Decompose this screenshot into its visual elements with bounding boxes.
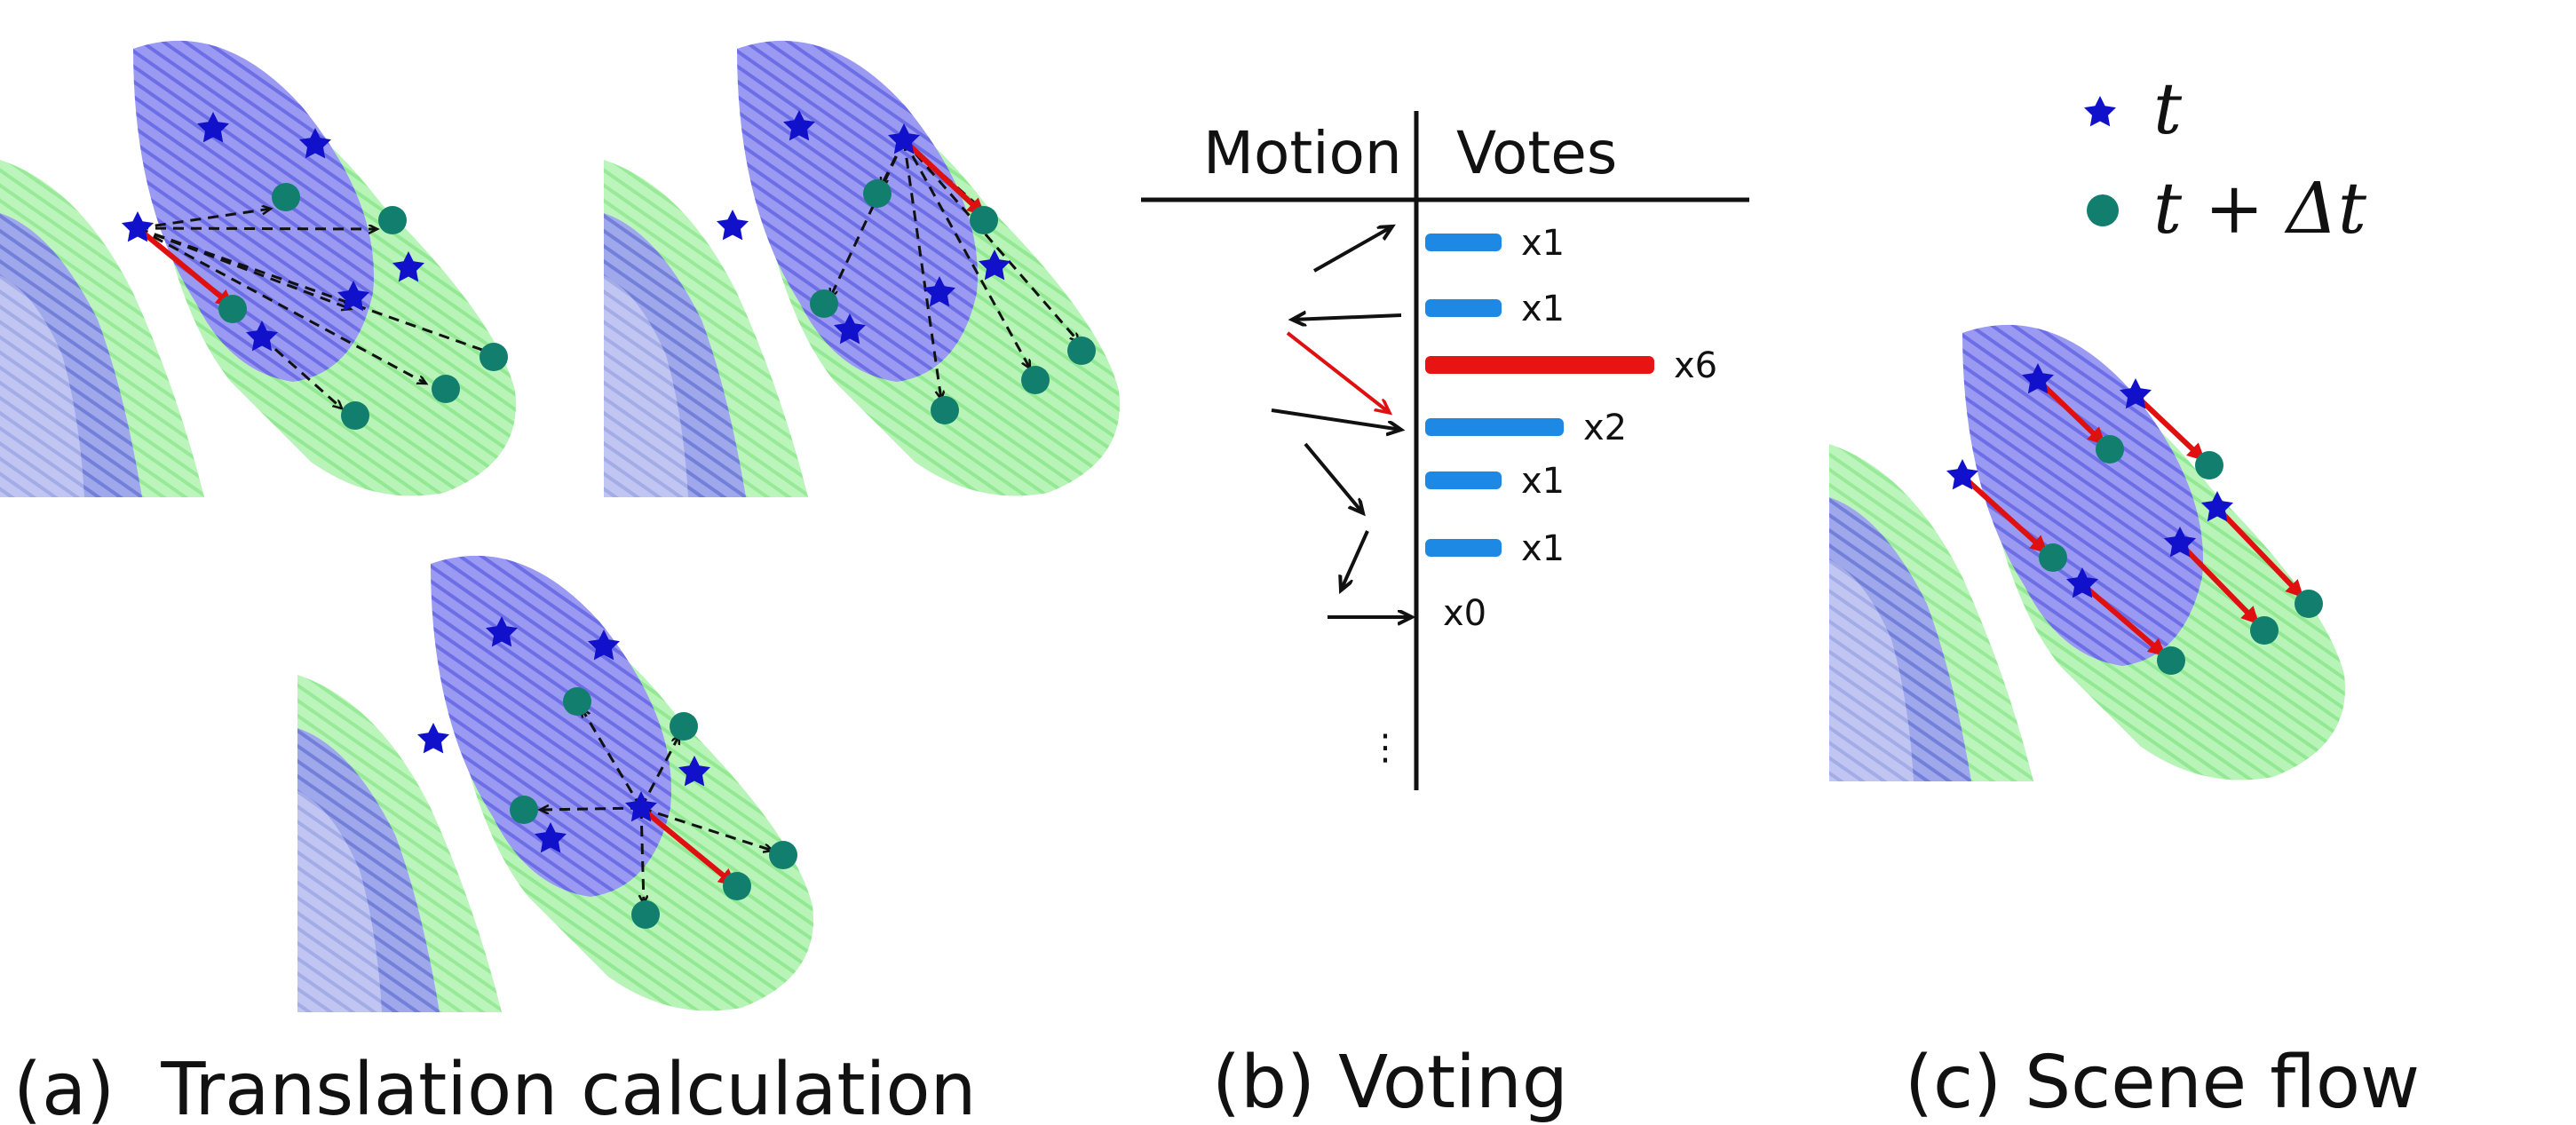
panel-c: t t + Δt	[1829, 67, 2420, 1125]
vote-bar-4	[1425, 418, 1564, 436]
vote-label-3: x6	[1674, 345, 1717, 386]
ellipsis: ⋮	[1367, 727, 1403, 768]
vote-bar-1	[1425, 234, 1502, 251]
caption-b: (b) Voting	[1212, 1041, 1568, 1125]
vote-bar-6	[1425, 539, 1502, 557]
vote-label-6: x1	[1521, 528, 1565, 569]
motion-arrow-4	[1271, 408, 1401, 430]
panel-b: Motion Votes x1 x1 x6 x2 x1 x1 x0 ⋮ (b) Voting	[1141, 111, 1749, 1125]
legend-t-label: t	[2153, 67, 2183, 150]
motion-arrow-5	[1304, 442, 1363, 513]
vote-label-7: x0	[1443, 593, 1486, 634]
caption-c: (c) Scene flow	[1905, 1041, 2420, 1125]
panel-a: (a) Translation calculation	[0, 40, 1120, 1125]
motion-arrow-2	[1292, 315, 1402, 320]
vote-label-5: x1	[1521, 461, 1565, 502]
vote-label-1: x1	[1521, 223, 1565, 264]
legend-star-icon	[2084, 96, 2116, 127]
scene-c	[1829, 324, 2345, 782]
scene-a2	[604, 40, 1120, 498]
vote-bar-3	[1425, 356, 1654, 374]
motion-arrow-3	[1286, 331, 1390, 413]
scene-a3	[297, 555, 813, 1012]
vote-bar-5	[1425, 471, 1502, 489]
vote-label-2: x1	[1521, 289, 1565, 329]
header-votes: Votes	[1456, 119, 1617, 187]
caption-a: (a) Translation calculation	[13, 1048, 977, 1125]
motion-arrow-1	[1313, 226, 1392, 273]
vote-label-4: x2	[1583, 408, 1627, 448]
header-motion: Motion	[1203, 119, 1402, 187]
motion-arrows	[1271, 226, 1412, 617]
vote-bar-2	[1425, 299, 1502, 317]
legend-t-dt-label: t + Δt	[2153, 167, 2367, 250]
legend-circle-icon	[2087, 194, 2119, 226]
scene-a1	[0, 40, 516, 498]
legend: t t + Δt	[2084, 67, 2367, 250]
motion-arrow-6	[1341, 530, 1369, 590]
vote-bars: x1 x1 x6 x2 x1 x1 x0	[1425, 223, 1717, 634]
